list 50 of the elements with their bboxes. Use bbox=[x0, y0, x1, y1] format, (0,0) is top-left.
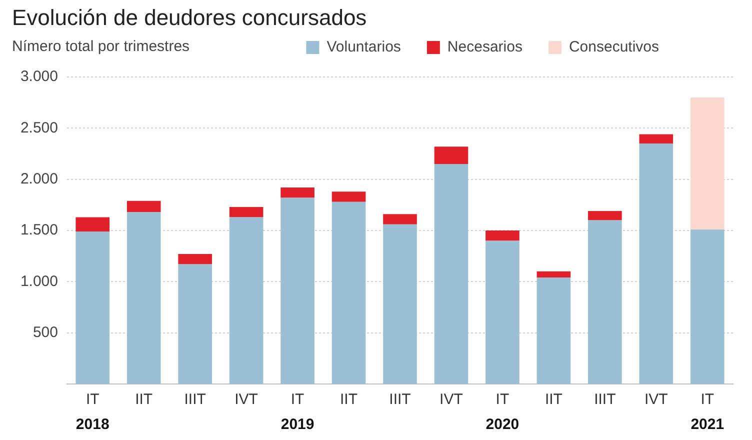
bar bbox=[126, 200, 161, 212]
bar bbox=[486, 230, 520, 241]
category-label: IT 2018 bbox=[76, 391, 110, 434]
bar bbox=[690, 97, 724, 230]
bar bbox=[639, 134, 674, 144]
category-label: IT 2020 bbox=[486, 391, 520, 434]
y-tick-label: 500 bbox=[32, 324, 58, 341]
x-tick-label: IIT bbox=[135, 391, 153, 408]
category-label: IT 2021 bbox=[690, 391, 724, 434]
bar bbox=[280, 198, 314, 384]
y-tick-label: 2.500 bbox=[20, 119, 58, 136]
bar bbox=[229, 206, 264, 218]
legend-label: Consecutivos bbox=[568, 38, 660, 56]
x-tick-label: IIT bbox=[340, 391, 358, 408]
bar bbox=[486, 240, 520, 384]
bar bbox=[588, 220, 622, 384]
x-tick-label: IIIT bbox=[184, 391, 206, 408]
bar bbox=[588, 211, 622, 220]
bar bbox=[332, 192, 366, 202]
bar bbox=[76, 217, 110, 232]
category-label: IT 2019 bbox=[280, 391, 314, 434]
x-tick-label: IIIT bbox=[594, 391, 616, 408]
y-tick-label: 2.000 bbox=[20, 170, 58, 188]
bar bbox=[639, 144, 674, 384]
y-tick-label: 3.000 bbox=[20, 68, 58, 86]
bar bbox=[536, 278, 571, 384]
bar bbox=[332, 202, 366, 384]
bar bbox=[229, 217, 264, 384]
y-tick-label: 1.000 bbox=[20, 272, 58, 290]
x-tick-label: IVT bbox=[440, 391, 463, 408]
bar bbox=[536, 271, 571, 278]
bar bbox=[383, 214, 417, 224]
bar bbox=[126, 212, 161, 384]
x-tick-label: IIT bbox=[544, 391, 562, 408]
bar bbox=[76, 232, 110, 384]
bar bbox=[434, 146, 468, 164]
x-tick-label: IIIT bbox=[389, 391, 411, 408]
bar bbox=[690, 229, 724, 384]
bar bbox=[383, 224, 417, 384]
y-tick-label: 1.500 bbox=[20, 222, 58, 239]
chart-title: Evolución de deudores concursados bbox=[12, 5, 367, 31]
bar bbox=[434, 164, 468, 384]
chart-subtitle: Nímero total por trimestres bbox=[12, 38, 190, 55]
legend-label: Voluntarios bbox=[326, 38, 401, 56]
legend-label: Necesarios bbox=[447, 38, 522, 56]
bar bbox=[280, 188, 314, 198]
x-tick-label: IVT bbox=[644, 391, 668, 408]
bar bbox=[178, 264, 212, 384]
x-tick-label: IVT bbox=[234, 391, 258, 408]
bar bbox=[178, 254, 212, 264]
